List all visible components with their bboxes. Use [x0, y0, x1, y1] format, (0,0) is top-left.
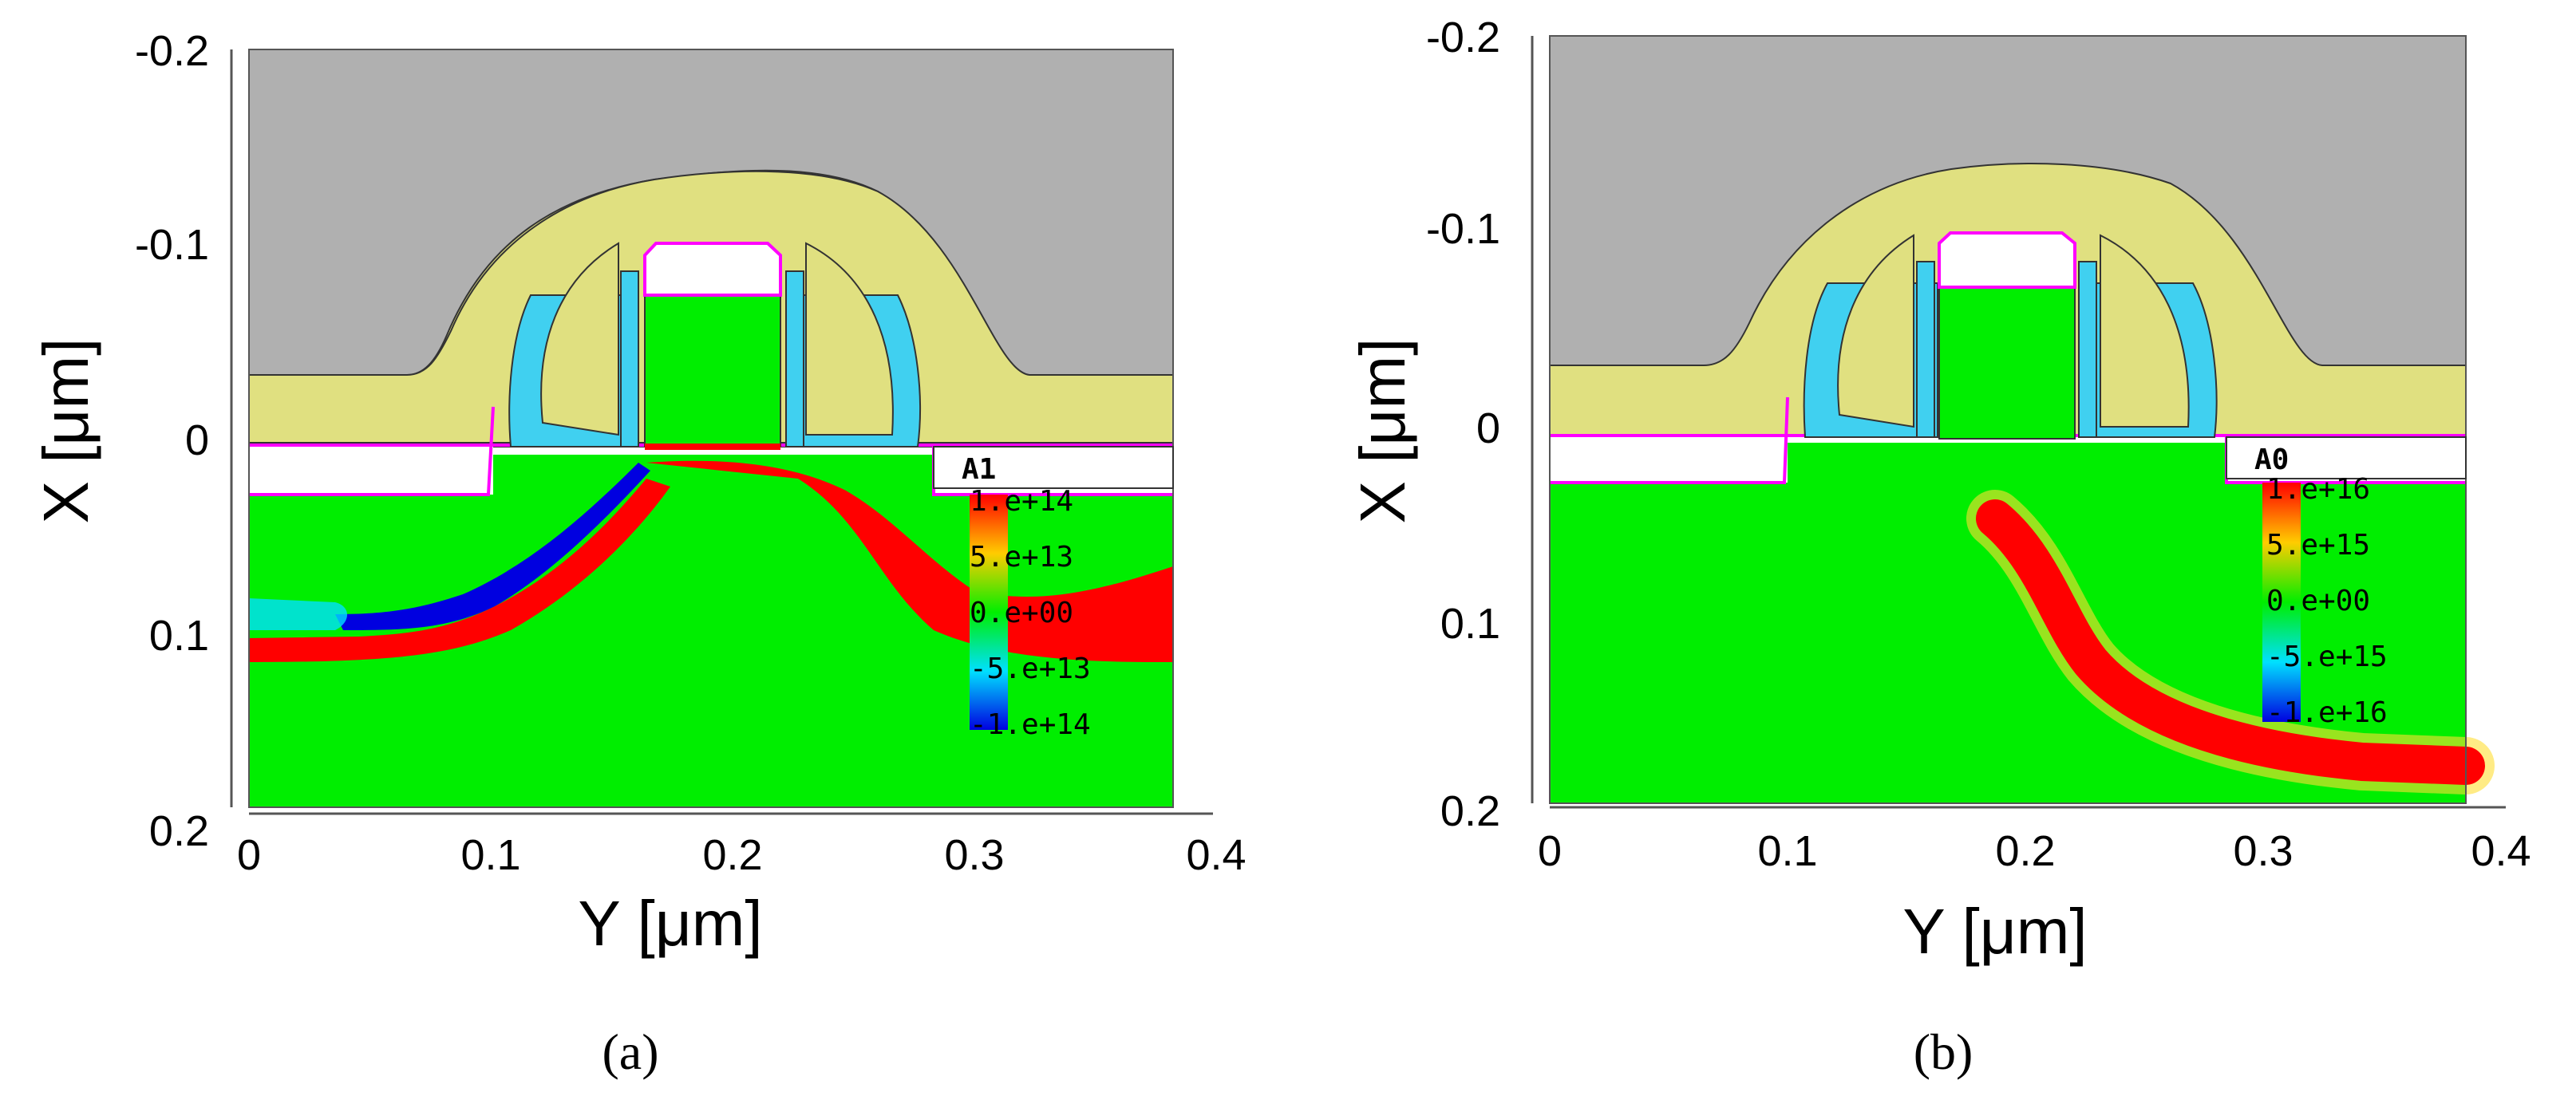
colorbar-title-box	[2226, 436, 2467, 479]
gate-silicide	[643, 242, 782, 297]
y-tick-label: 0.2	[1440, 787, 1500, 835]
plot-area-a	[248, 49, 1174, 808]
panel-b: A0 1.e+16 5.e+15 0.e+00 -5.e+15 -1.e+16 …	[1347, 14, 2531, 1080]
y-tick-label: -0.1	[1426, 205, 1500, 253]
x-tick-label: 0.1	[460, 831, 520, 879]
charge-band-cyan-fringe	[249, 598, 347, 630]
charge-band-negative	[335, 463, 650, 630]
y-tick-label: 0.1	[1440, 600, 1500, 648]
panel-a: A1 1.e+14 5.e+13 0.e+00 -5.e+13 -1.e+14 …	[30, 27, 1247, 1080]
colorbar-title: A1	[962, 453, 996, 486]
charge-band-positive-left	[249, 479, 670, 662]
charge-band-positive	[1976, 499, 2485, 785]
x-tick-label: 0.4	[2471, 827, 2531, 875]
colorbar-gradient	[970, 495, 1008, 730]
charge-band-positive-right	[646, 460, 1173, 662]
colorbar-title-box	[933, 446, 1174, 489]
spacer-body-left	[540, 242, 619, 436]
colorbar-title: A0	[2254, 444, 2289, 476]
colorbar-b: A0 1.e+16 5.e+15 0.e+00 -5.e+15 -1.e+16	[2226, 436, 2467, 729]
y-tick-label: 0.2	[149, 807, 209, 855]
x-tick-label: 0.3	[2233, 827, 2293, 875]
spacer-body-right	[2100, 234, 2190, 428]
y-tick-label: -0.1	[135, 221, 209, 269]
gate-poly	[644, 286, 781, 448]
panel-caption: (b)	[1914, 1023, 1973, 1080]
colorbar-label: 0.e+00	[970, 597, 1073, 629]
contact-line-left	[1550, 396, 1789, 484]
contact-gap-left	[1550, 437, 1788, 483]
gate-oxide	[645, 444, 780, 450]
gate-cyan-right	[785, 270, 804, 448]
axes-b: -0.2 -0.1 0 0.1 0.2 0 0.1 0.2 0.3 0.4 Y …	[1347, 14, 2531, 1080]
y-axis-label: X [μm]	[1347, 338, 1418, 524]
colorbar-label: 1.e+16	[2266, 473, 2370, 506]
spacer-body-right	[805, 242, 894, 436]
plot-area-b	[1549, 35, 2495, 804]
y-tick-label: 0.1	[149, 612, 209, 660]
colorbar-label: 5.e+13	[970, 541, 1073, 574]
panel-caption: (a)	[602, 1023, 658, 1080]
gate-cyan-left	[1916, 261, 1935, 438]
plot-frame-a	[248, 49, 1174, 808]
colorbar-label: 5.e+15	[2266, 529, 2370, 562]
colorbar-a: A1 1.e+14 5.e+13 0.e+00 -5.e+13 -1.e+14	[933, 446, 1174, 741]
x-tick-label: 0.4	[1186, 831, 1246, 879]
colorbar-label: 1.e+14	[970, 485, 1073, 518]
plot-frame-b	[1549, 35, 2467, 804]
colorbar-label: 0.e+00	[2266, 585, 2370, 617]
colorbar-gradient	[2262, 483, 2301, 722]
x-tick-label: 0.2	[1995, 827, 2055, 875]
colorbar-label: -5.e+13	[970, 653, 1091, 685]
x-tick-label: 0	[237, 831, 261, 879]
x-axis-label: Y [μm]	[1902, 896, 2087, 967]
gate-cyan-left	[620, 270, 639, 448]
gate-poly	[1938, 274, 2076, 440]
gate-silicide	[1938, 231, 2076, 289]
y-tick-label: 0	[1476, 404, 1500, 452]
gate-cyan-right	[2078, 261, 2097, 438]
colorbar-label: -1.e+16	[2266, 696, 2388, 729]
colorbar-label: -1.e+14	[970, 708, 1091, 741]
y-tick-label: -0.2	[1426, 14, 1500, 61]
y-tick-label: 0	[185, 416, 209, 464]
x-tick-label: 0.3	[944, 831, 1004, 879]
x-tick-label: 0	[1538, 827, 1562, 875]
contact-line-left	[249, 406, 495, 496]
silicon-channel-top	[1788, 443, 2230, 491]
spacer-body-left	[1837, 234, 1914, 428]
y-tick-label: -0.2	[135, 27, 209, 75]
x-axis-label: Y [μm]	[578, 888, 762, 959]
x-tick-label: 0.2	[702, 831, 762, 879]
contact-gap-left	[249, 445, 493, 495]
axes-a: -0.2 -0.1 0 0.1 0.2 0 0.1 0.2 0.3 0.4 Y …	[30, 27, 1247, 1080]
y-axis-label: X [μm]	[30, 338, 101, 524]
x-tick-label: 0.1	[1757, 827, 1817, 875]
colorbar-label: -5.e+15	[2266, 641, 2388, 673]
